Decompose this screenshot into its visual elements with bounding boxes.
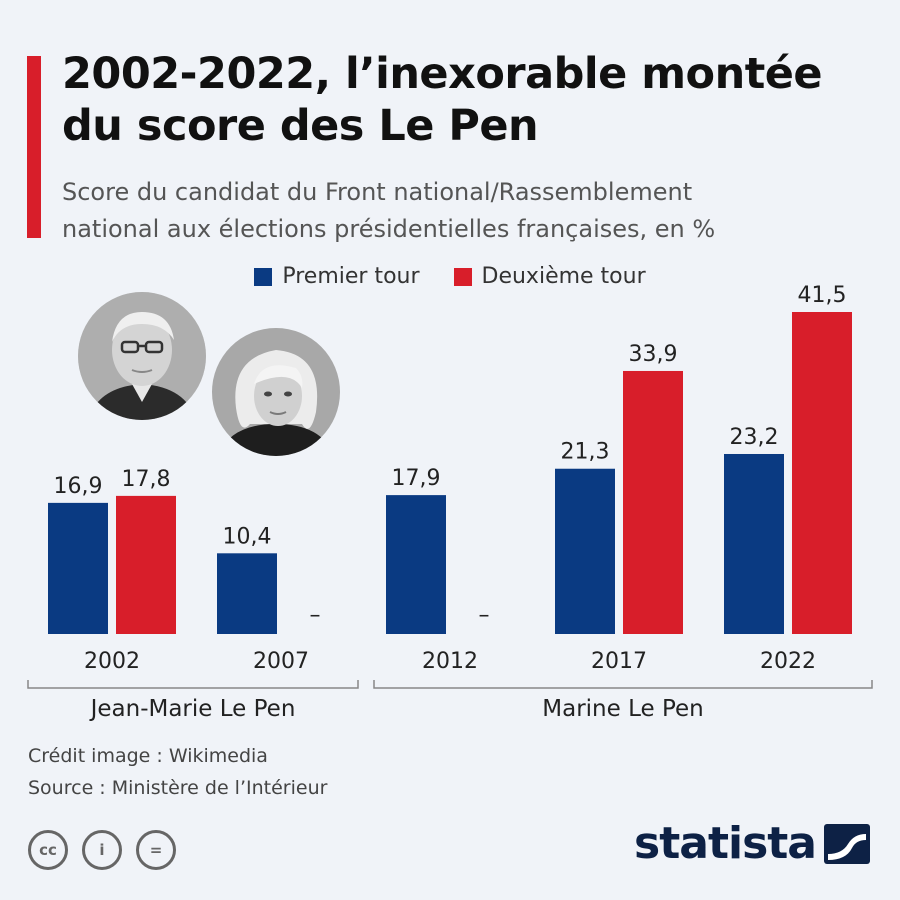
attribution-icon[interactable]: i: [82, 830, 122, 870]
title-line-2: du score des Le Pen: [62, 101, 539, 151]
value-label-premier-2002: 16,9: [54, 474, 103, 499]
x-tick-2017: 2017: [591, 649, 647, 674]
missing-value-2012: –: [479, 603, 490, 628]
x-tick-2022: 2022: [760, 649, 816, 674]
cc-icon[interactable]: cc: [28, 830, 68, 870]
bar-deuxieme-2017: [623, 370, 683, 634]
legend-item-deuxieme-tour: Deuxième tour: [453, 264, 646, 289]
subtitle-line-1: Score du candidat du Front national/Rass…: [62, 178, 693, 206]
accent-bar: [27, 56, 41, 238]
group-label-1: Jean-Marie Le Pen: [89, 696, 296, 722]
no-derivatives-icon[interactable]: =: [136, 830, 176, 870]
bar-premier-2022: [724, 453, 784, 634]
value-label-deuxieme-2017: 33,9: [629, 342, 678, 367]
x-tick-2007: 2007: [253, 649, 309, 674]
bar-deuxieme-2002: [116, 495, 176, 634]
chart-title: 2002-2022, l’inexorable montée du score …: [62, 48, 882, 152]
chart-legend: Premier tour Deuxième tour: [0, 264, 900, 289]
missing-value-2007: –: [310, 603, 321, 628]
value-label-premier-2017: 21,3: [561, 440, 610, 465]
brand-name: statista: [634, 818, 817, 869]
group-label-2: Marine Le Pen: [542, 696, 703, 722]
group-bracket-1: [27, 680, 359, 689]
statista-mark-icon: [824, 823, 870, 864]
x-tick-2002: 2002: [84, 649, 140, 674]
x-tick-2012: 2012: [422, 649, 478, 674]
bar-premier-2012: [386, 495, 446, 634]
data-source: Source : Ministère de l’Intérieur: [28, 777, 328, 799]
value-label-deuxieme-2022: 41,5: [798, 283, 847, 308]
image-credit: Crédit image : Wikimedia: [28, 745, 268, 767]
chart-subtitle: Score du candidat du Front national/Rass…: [62, 174, 882, 248]
statista-logo[interactable]: statista: [634, 818, 870, 869]
jean-marie-le-pen-photo: [78, 292, 206, 420]
marine-le-pen-photo: [212, 328, 340, 456]
candidate-groups: Jean-Marie Le Pen Marine Le Pen: [27, 680, 873, 722]
subtitle-line-2: national aux élections présidentielles f…: [62, 215, 716, 243]
legend-item-premier-tour: Premier tour: [254, 264, 420, 289]
x-axis-labels: 2002 2007 2012 2017 2022: [84, 649, 816, 674]
value-label-premier-2022: 23,2: [730, 425, 779, 450]
bar-premier-2007: [217, 553, 277, 634]
title-line-1: 2002-2022, l’inexorable montée: [62, 49, 823, 99]
value-label-premier-2012: 17,9: [392, 466, 441, 491]
bar-premier-2002: [48, 502, 108, 634]
bars-layer: [48, 312, 852, 634]
legend-label-premier-tour: Premier tour: [282, 264, 420, 289]
legend-label-deuxieme-tour: Deuxième tour: [481, 264, 646, 289]
bar-deuxieme-2022: [792, 312, 852, 634]
value-labels-layer: 16,9 17,8 10,4 – 17,9 – 21,3 33,9 23,2 41,5: [54, 283, 847, 628]
value-label-deuxieme-2002: 17,8: [122, 467, 171, 492]
value-label-premier-2007: 10,4: [223, 524, 272, 549]
legend-swatch-deuxieme-tour: [453, 267, 472, 286]
legend-swatch-premier-tour: [254, 267, 273, 286]
group-bracket-2: [373, 680, 873, 689]
license-icons: cc i =: [28, 830, 176, 870]
bar-premier-2017: [555, 468, 615, 634]
